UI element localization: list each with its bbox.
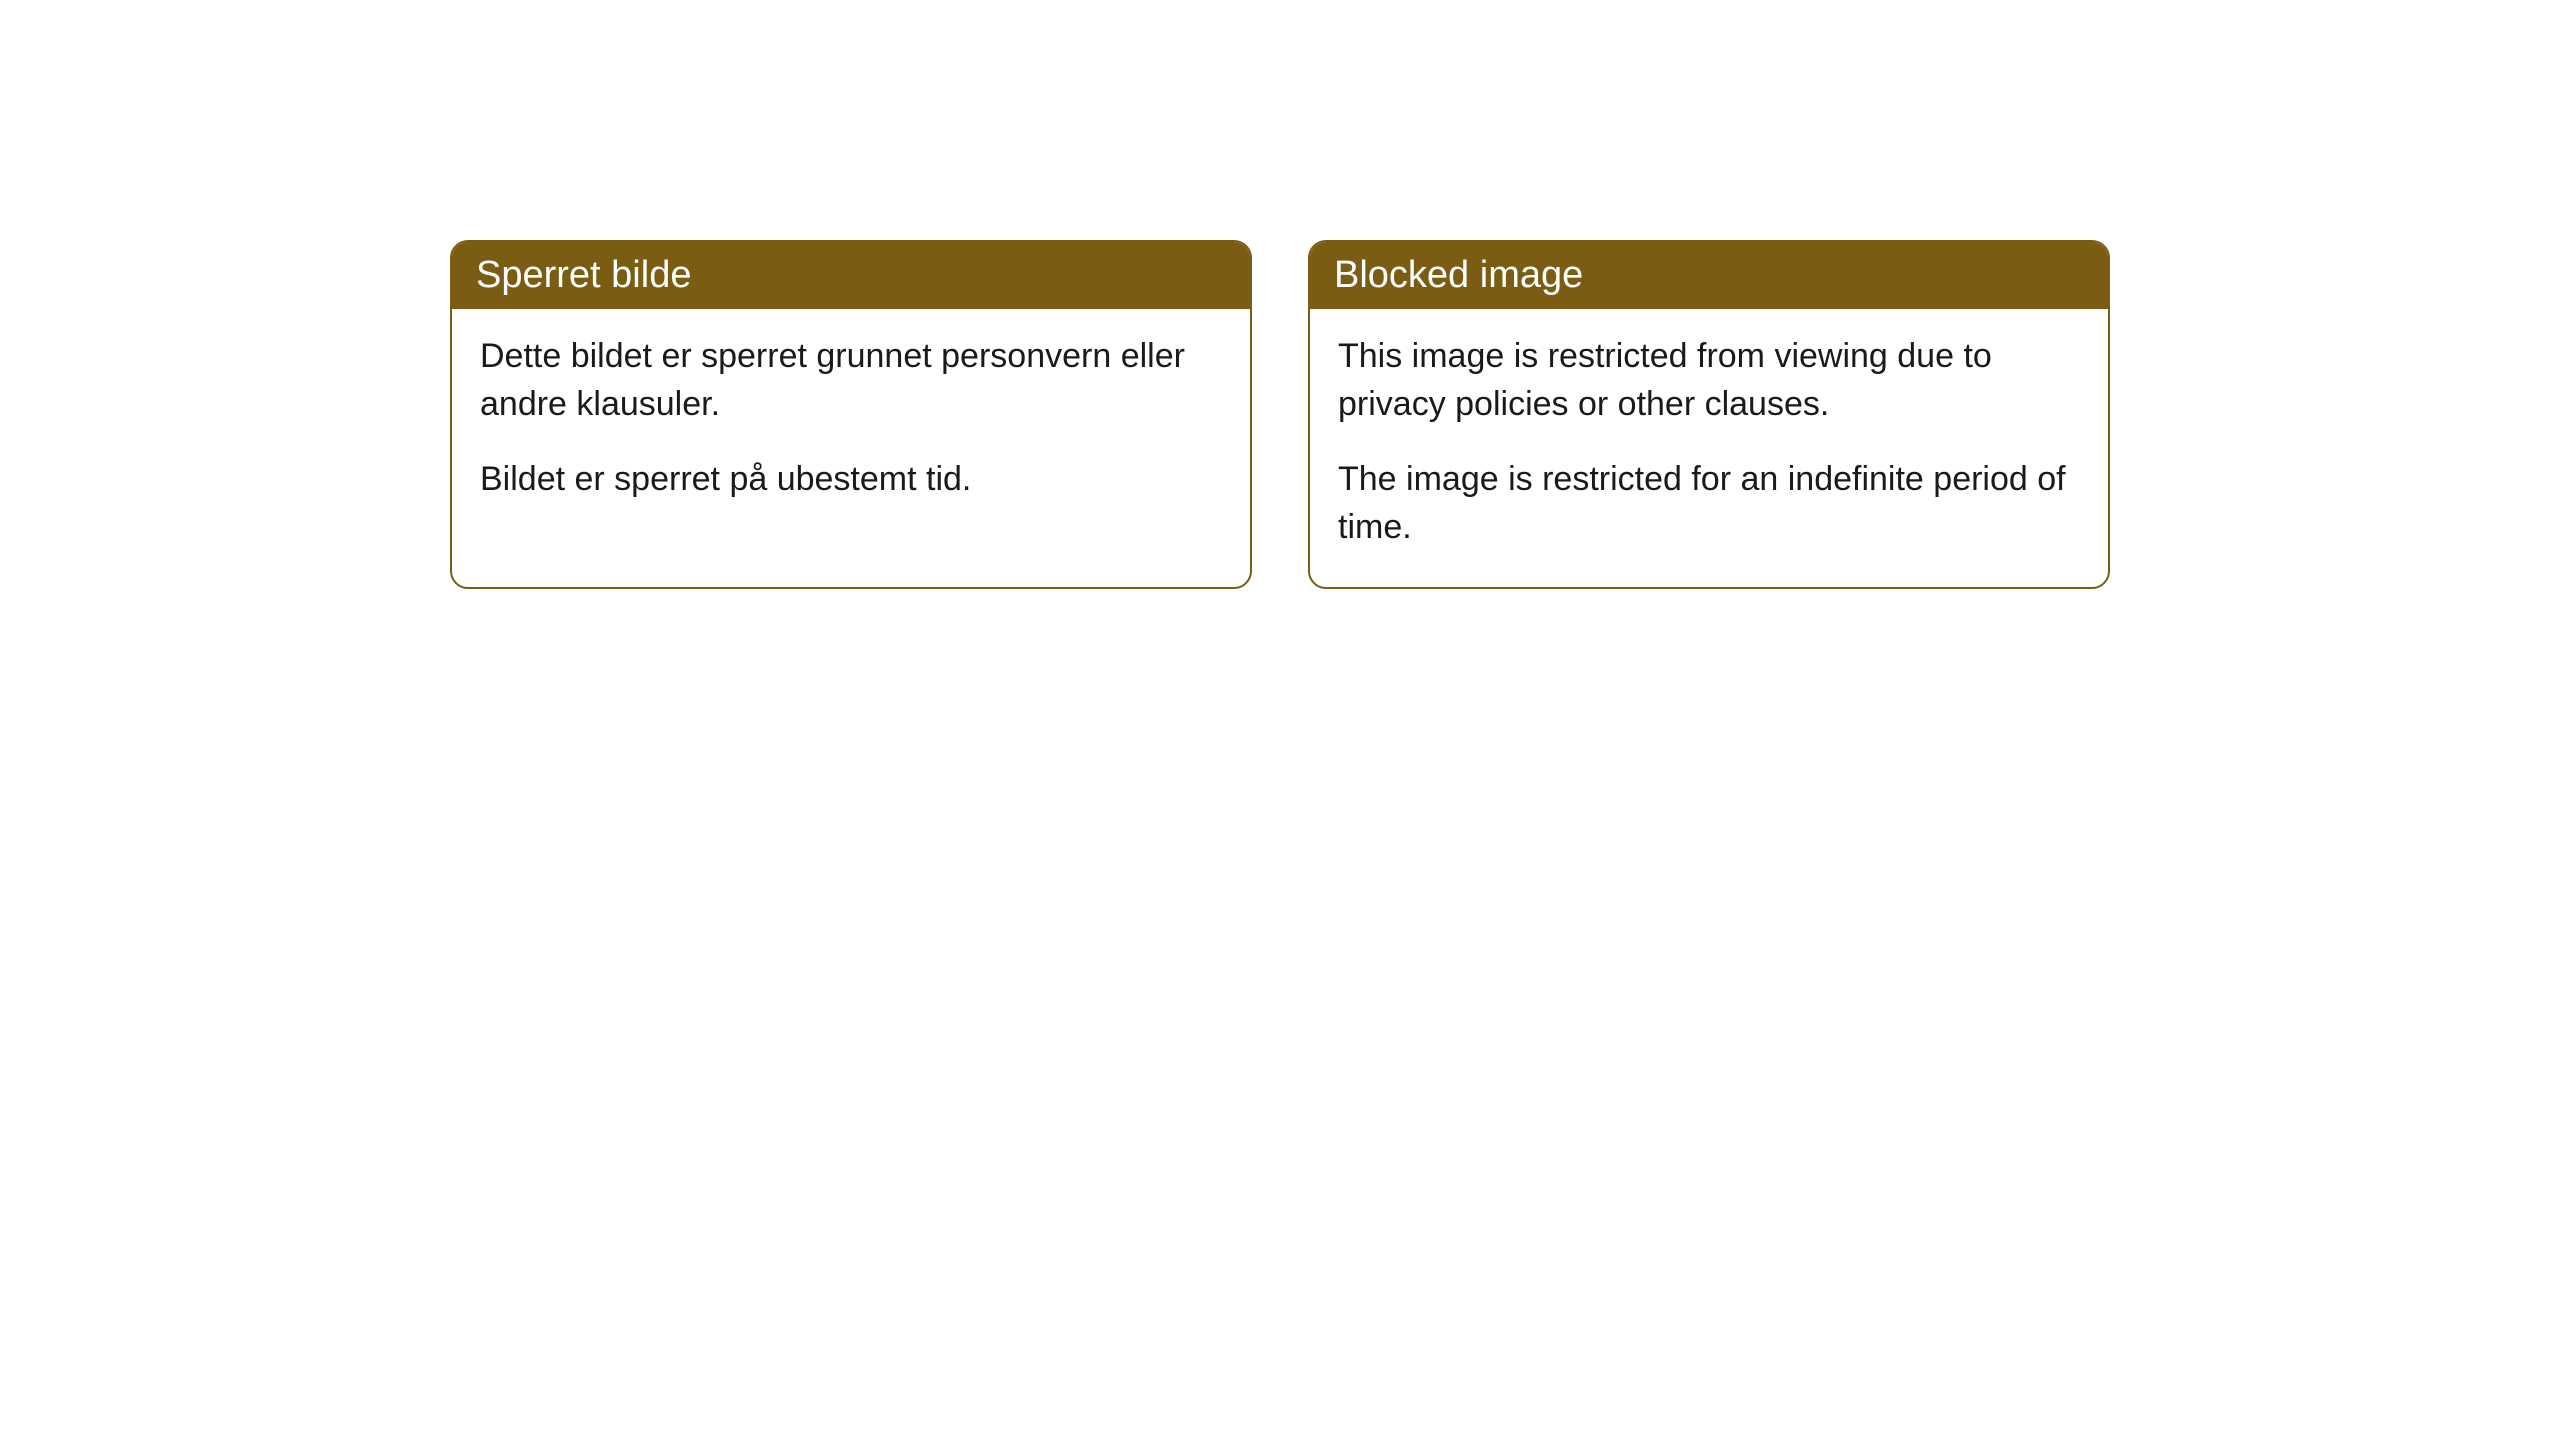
card-paragraph: This image is restricted from viewing du… [1338, 333, 2080, 428]
card-header-norwegian: Sperret bilde [452, 242, 1250, 309]
card-header-english: Blocked image [1310, 242, 2108, 309]
card-paragraph: Dette bildet er sperret grunnet personve… [480, 333, 1222, 428]
card-title: Blocked image [1334, 254, 1583, 296]
card-english: Blocked image This image is restricted f… [1308, 240, 2110, 589]
card-body-norwegian: Dette bildet er sperret grunnet personve… [452, 309, 1250, 540]
cards-container: Sperret bilde Dette bildet er sperret gr… [450, 240, 2110, 589]
card-norwegian: Sperret bilde Dette bildet er sperret gr… [450, 240, 1252, 589]
card-body-english: This image is restricted from viewing du… [1310, 309, 2108, 587]
card-title: Sperret bilde [476, 254, 691, 296]
card-paragraph: The image is restricted for an indefinit… [1338, 456, 2080, 551]
card-paragraph: Bildet er sperret på ubestemt tid. [480, 456, 1222, 504]
